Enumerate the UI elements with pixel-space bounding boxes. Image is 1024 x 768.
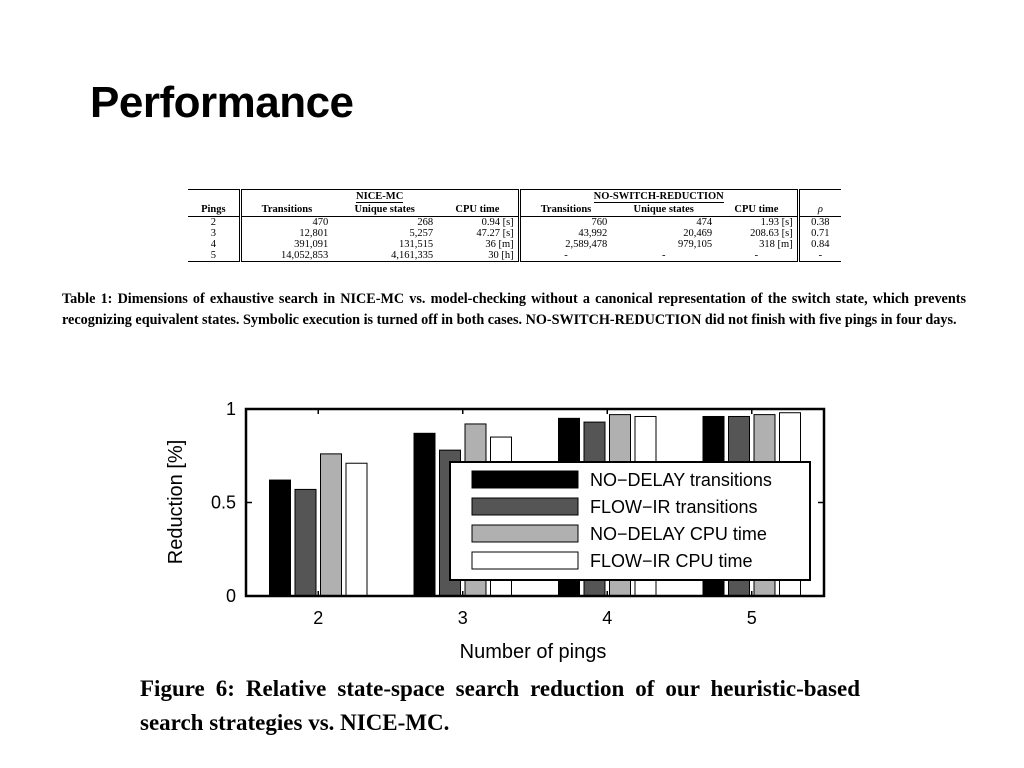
table-cell: 4,161,335 <box>391 250 434 261</box>
table-cell: 1.93 [s] <box>760 217 793 228</box>
table-cell: 131,515 <box>398 239 434 250</box>
table-cell: 2,589,478 <box>517 239 612 250</box>
table-cell: - <box>517 250 612 262</box>
results-table: NICE-MC NO-SWITCH-REDUCTION Pings Transi… <box>188 189 841 262</box>
x-tick-label: 3 <box>458 608 468 628</box>
table-cell: 0.94 [s] <box>481 217 514 228</box>
legend-label: NO−DELAY transitions <box>590 470 772 490</box>
table-cell: 5,257 <box>409 228 434 239</box>
bar <box>345 462 368 597</box>
table-cell: - <box>754 250 759 261</box>
table-row: 4 391,091 131,515 36 [m] 2,589,478 979,1… <box>188 239 841 250</box>
table-cell: 470 <box>238 216 333 228</box>
table-cell: 43,992 <box>517 228 612 239</box>
table-cell: 268 <box>417 217 434 228</box>
table-cell: 14,052,853 <box>238 250 333 262</box>
y-tick-label: 1 <box>226 399 236 419</box>
header-transitions: Transitions <box>517 202 612 217</box>
slide-title: Performance <box>90 78 354 127</box>
table-cell: 979,105 <box>678 239 713 250</box>
header-transitions: Transitions <box>238 202 333 217</box>
table-group-header-row: NICE-MC NO-SWITCH-REDUCTION <box>188 189 841 203</box>
table-row: 5 14,052,853 4,161,335 30 [h] - - - - <box>188 250 841 262</box>
table-cell: 2 <box>210 217 216 228</box>
table-row: 3 12,801 5,257 47.27 [s] 43,992 20,469 2… <box>188 228 841 239</box>
bar <box>269 479 291 597</box>
header-cpu-time: CPU time <box>716 202 799 217</box>
table-cell: 0.71 <box>796 228 841 239</box>
header-rho: ρ <box>796 202 841 217</box>
table-caption: Table 1: Dimensions of exhaustive search… <box>62 291 966 328</box>
table-cell: 20,469 <box>683 228 713 239</box>
reduction-bar-chart: 2 3 4 500.51 Reduction [%] Number of pings … <box>165 399 826 663</box>
legend-swatch <box>471 497 579 516</box>
x-tick-label: 2 <box>313 608 323 628</box>
legend-label: FLOW−IR CPU time <box>590 551 753 571</box>
x-tick-label: 4 <box>602 608 612 628</box>
header-cpu-time: CPU time <box>437 202 520 217</box>
header-pings: Pings <box>188 202 241 217</box>
x-tick-label: 5 <box>747 608 757 628</box>
table-cell: 391,091 <box>238 239 333 250</box>
table-cell: 4 <box>210 239 216 250</box>
table-cell: 474 <box>696 217 713 228</box>
legend-swatch <box>471 551 579 570</box>
table-row: 2 470 268 0.94 [s] 760 474 1.93 [s] 0.38 <box>188 216 841 228</box>
table-cell: 30 [h] <box>488 250 514 261</box>
table-cell: 47.27 [s] <box>476 228 514 239</box>
axis-ticks: 2 3 4 5 0 0.5 1 <box>211 399 824 628</box>
table-cell: 0.84 <box>796 239 841 250</box>
table-cell: 760 <box>517 216 612 228</box>
table-cell: 36 [m] <box>485 239 514 250</box>
table-cell: 208.63 [s] <box>750 228 793 239</box>
x-axis-label: Number of pings <box>460 641 607 663</box>
legend-label: NO−DELAY CPU time <box>590 524 767 544</box>
group-nice-mc: NICE-MC <box>238 189 520 203</box>
table-header-row: Pings Transitions Unique states CPU time… <box>188 202 841 217</box>
legend-label: FLOW−IR transitions <box>590 497 758 517</box>
table-cell: - <box>796 250 841 262</box>
header-unique-states: Unique states <box>332 202 438 217</box>
table-cell: - <box>661 250 666 261</box>
table-cell: 0.38 <box>796 216 841 228</box>
legend-swatch <box>471 524 579 543</box>
y-axis-label: Reduction [%] <box>165 440 187 565</box>
figure-caption: Figure 6: Relative state-space search re… <box>140 676 860 735</box>
y-tick-label: 0.5 <box>211 493 236 513</box>
table-cell: 3 <box>210 228 216 239</box>
table-cell: 12,801 <box>238 228 333 239</box>
y-tick-label: 0 <box>226 586 236 606</box>
bar <box>294 488 317 597</box>
bar <box>320 453 342 597</box>
header-unique-states: Unique states <box>611 202 717 217</box>
legend-swatch <box>471 470 579 489</box>
table-cell: 318 [m] <box>759 239 793 250</box>
group-no-switch-reduction: NO-SWITCH-REDUCTION <box>517 189 799 203</box>
table-cell: 5 <box>210 250 216 261</box>
chart-legend: NO−DELAY transitions FLOW−IR transitions N… <box>449 461 811 581</box>
bar <box>413 432 436 597</box>
